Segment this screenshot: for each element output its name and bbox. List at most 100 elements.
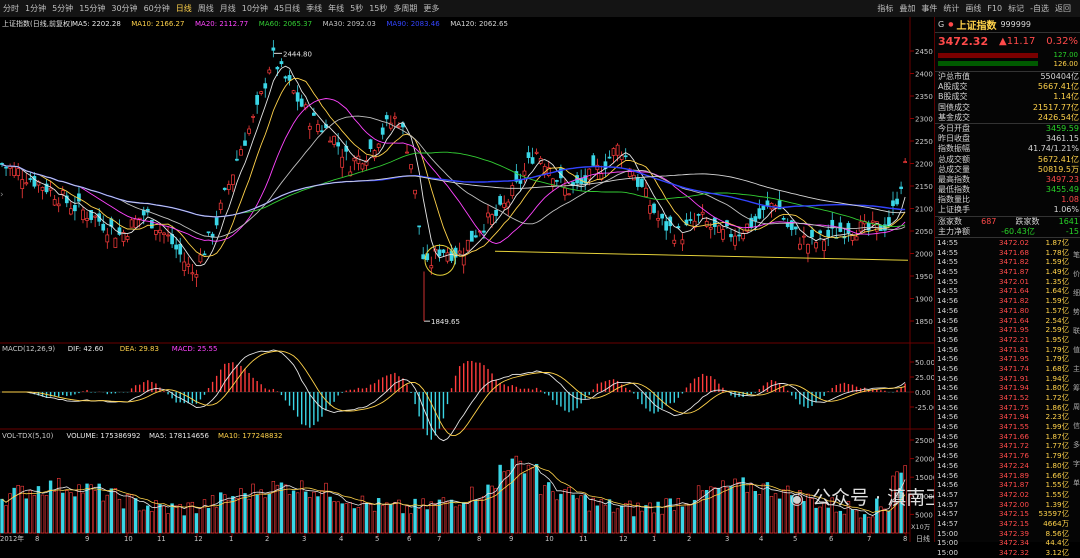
price-axis-label: 2450 [915, 48, 933, 56]
volume-bar [656, 501, 660, 534]
side-tab-9[interactable]: 信 [1073, 422, 1080, 430]
tab-13[interactable]: 5秒 [350, 4, 364, 13]
candle [874, 221, 879, 232]
vol-legend: VOL-TDX(5,10) [2, 432, 54, 440]
candle [287, 75, 292, 81]
tab-12[interactable]: 年线 [328, 4, 345, 13]
tick-list[interactable]: 14:55 3472.02 1.87亿 14:55 3471.68 1.78亿 14:55 3… [935, 238, 1080, 558]
tick-row: 14:55 3471.64 1.64亿 [935, 286, 1080, 296]
stats-list: 沪总市值 550404亿 A股成交 5667.41亿 B股成交 1.14亿 国债成交 2151… [935, 72, 1080, 216]
candle [765, 200, 770, 206]
candle [441, 249, 446, 253]
candle [887, 217, 891, 226]
tab-14[interactable]: 15秒 [369, 4, 388, 13]
side-tab-3[interactable]: 势 [1073, 308, 1080, 316]
stat-value: 41.74/1.21% [1027, 144, 1079, 154]
volume-bar [223, 494, 227, 534]
quote-header: G ● 上证指数 999999 [935, 17, 1080, 33]
volume-bar [838, 510, 843, 534]
tab-0[interactable]: 分时 [3, 4, 19, 13]
side-tab-10[interactable]: 多 [1073, 441, 1080, 449]
volume-bar [648, 502, 652, 534]
stat-label: 总成交量 [938, 164, 970, 174]
candle [818, 230, 822, 234]
menu-item-1[interactable]: 叠加 [899, 4, 916, 13]
volume-bar [875, 498, 879, 534]
volume-bar [445, 501, 450, 534]
tick-price: 3472.34 [998, 538, 1029, 548]
stat-label: 最高指数 [938, 174, 970, 184]
menu-item-0[interactable]: 指标 [877, 4, 894, 13]
volume-bar [61, 492, 65, 534]
volume-bar [117, 498, 122, 534]
wechat-icon: ◉ [790, 489, 804, 508]
menu-item-3[interactable]: 统计 [943, 4, 960, 13]
tab-16[interactable]: 更多 [423, 4, 440, 13]
volume-bar [170, 503, 174, 534]
tab-6[interactable]: 日线 [175, 4, 192, 13]
menu-item-2[interactable]: 事件 [921, 4, 938, 13]
tick-amount: 1.57亿 [1045, 305, 1069, 315]
volume-bar [28, 490, 33, 534]
candle [712, 217, 717, 227]
watermark-text: 公众号 · 滇南王 [812, 487, 934, 509]
tab-4[interactable]: 30分钟 [111, 4, 138, 13]
tab-11[interactable]: 季线 [306, 4, 323, 13]
volume-bar [522, 473, 527, 534]
flow-tail: -15 [1065, 226, 1079, 236]
candle [255, 95, 259, 105]
side-tab-1[interactable]: 价 [1073, 270, 1080, 278]
tick-row: 14:57 3472.00 1.39亿 [935, 500, 1080, 510]
volume-bar [628, 500, 632, 534]
volume-bar [105, 494, 110, 534]
period-tabbar: 分时 1分钟 5分钟 15分钟 30分钟 60分钟 日线 周线 月线 10分钟 45日线 季线 年线 5秒… [0, 0, 1080, 18]
tick-row: 14:56 3471.89 1.66亿 [935, 471, 1080, 481]
time-label: 4 [759, 535, 763, 542]
tab-7[interactable]: 周线 [197, 4, 214, 13]
tab-15[interactable]: 多周期 [393, 4, 418, 13]
tick-time: 14:56 [937, 325, 959, 335]
volume-bar [640, 510, 644, 534]
side-tab-6[interactable]: 主 [1073, 365, 1080, 373]
price-axis-label: 2400 [915, 71, 933, 79]
ma-legend: MA60: 2065.37 [259, 20, 312, 28]
tick-price: 3471.81 [998, 344, 1029, 354]
stat-row: 指数振幅 41.74/1.21% [935, 144, 1080, 154]
volume-bar [692, 499, 697, 534]
candlestick-chart[interactable]: 2450 2400 2350 2300 2250 2200 2150 2100 2050 2000… [0, 17, 934, 542]
tab-3[interactable]: 15分钟 [79, 4, 106, 13]
tab-8[interactable]: 月线 [219, 4, 236, 13]
tick-time: 14:56 [937, 354, 959, 364]
side-tab-8[interactable]: 周 [1073, 403, 1080, 411]
stat-row: 今日开盘 3459.59 [935, 122, 1080, 134]
volume-bar [603, 504, 608, 534]
tick-row: 15:00 3472.34 44.4亿 [935, 538, 1080, 548]
tab-10[interactable]: 45日线 [273, 4, 301, 13]
menu-item-6[interactable]: 标记 [1008, 4, 1025, 13]
tab-2[interactable]: 5分钟 [52, 4, 74, 13]
candle [129, 219, 134, 228]
menu-item-4[interactable]: 画线 [965, 4, 982, 13]
menu-item-7[interactable]: -自选 [1030, 4, 1049, 13]
side-tab-5[interactable]: 值 [1073, 346, 1080, 354]
menu-item-8[interactable]: 返回 [1055, 4, 1071, 13]
vol-ma10 [1, 464, 906, 514]
volume-bar [0, 498, 4, 534]
tab-9[interactable]: 10分钟 [241, 4, 268, 13]
side-tab-12[interactable]: 单 [1073, 479, 1080, 487]
candle [789, 220, 794, 230]
candle [554, 180, 559, 182]
volume-bar [583, 495, 587, 534]
side-tab-7[interactable]: 筹 [1073, 384, 1080, 392]
side-tab-4[interactable]: 联 [1073, 327, 1080, 335]
tab-5[interactable]: 60分钟 [143, 4, 170, 13]
side-tab-2[interactable]: 细 [1073, 289, 1080, 297]
menu-item-5[interactable]: F10 [987, 4, 1003, 13]
volume-bar [275, 484, 280, 534]
tab-1[interactable]: 1分钟 [25, 4, 47, 13]
bar1-value: 127.00 [1053, 51, 1079, 59]
side-tab-11[interactable]: 字 [1073, 460, 1080, 468]
volume-bar [846, 501, 851, 534]
volume-bar [69, 492, 73, 534]
side-tab-0[interactable]: 笔 [1073, 251, 1080, 259]
